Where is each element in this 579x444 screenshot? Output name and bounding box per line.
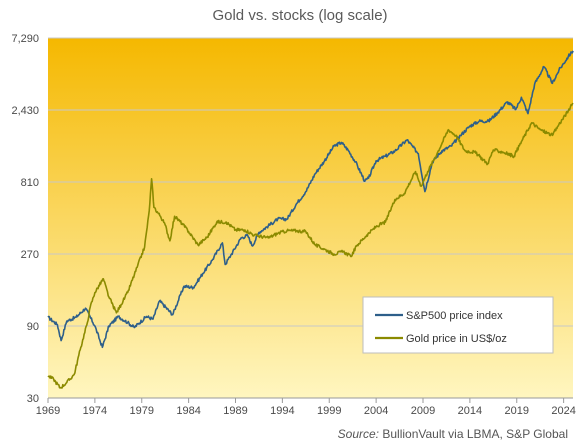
x-tick-label: 1979 [130,405,154,417]
series-lines [47,50,574,389]
y-tick-label: 30 [27,393,39,405]
x-tick-label: 1994 [270,405,294,417]
y-tick-label: 810 [21,177,39,189]
y-axis-ticks: 7,290 2,430 810 270 90 30 [11,33,39,405]
y-tick-label: 2,430 [11,105,39,117]
x-tick-label: 2014 [458,405,482,417]
legend-label-sp500: S&P500 price index [406,310,503,322]
legend-label-gold: Gold price in US$/oz [406,333,507,345]
series-line-gold [47,102,574,389]
x-tick-label: 1999 [317,405,341,417]
series-line-sp500 [47,50,574,349]
chart-title: Gold vs. stocks (log scale) [212,7,387,24]
x-axis-ticks: 1969 1974 1979 1984 1989 1994 1999 2004 2009 2014… [36,397,576,417]
x-tick-label: 1969 [36,405,60,417]
x-tick-label: 2019 [505,405,529,417]
y-tick-label: 7,290 [11,33,39,45]
x-tick-label: 2004 [364,405,388,417]
source-note: Source: BullionVault via LBMA, S&P Globa… [338,427,568,441]
x-tick-label: 2009 [411,405,435,417]
y-tick-label: 90 [27,321,39,333]
source-text: BullionVault via LBMA, S&P Global [382,427,568,441]
legend: S&P500 price index Gold price in US$/oz [362,296,554,354]
y-tick-label: 270 [21,249,39,261]
x-tick-label: 1984 [176,405,200,417]
legend-box [362,296,554,354]
x-tick-label: 1989 [223,405,247,417]
source-prefix: Source: [338,427,379,441]
x-tick-label: 2024 [551,405,575,417]
x-tick-label: 1974 [83,405,107,417]
